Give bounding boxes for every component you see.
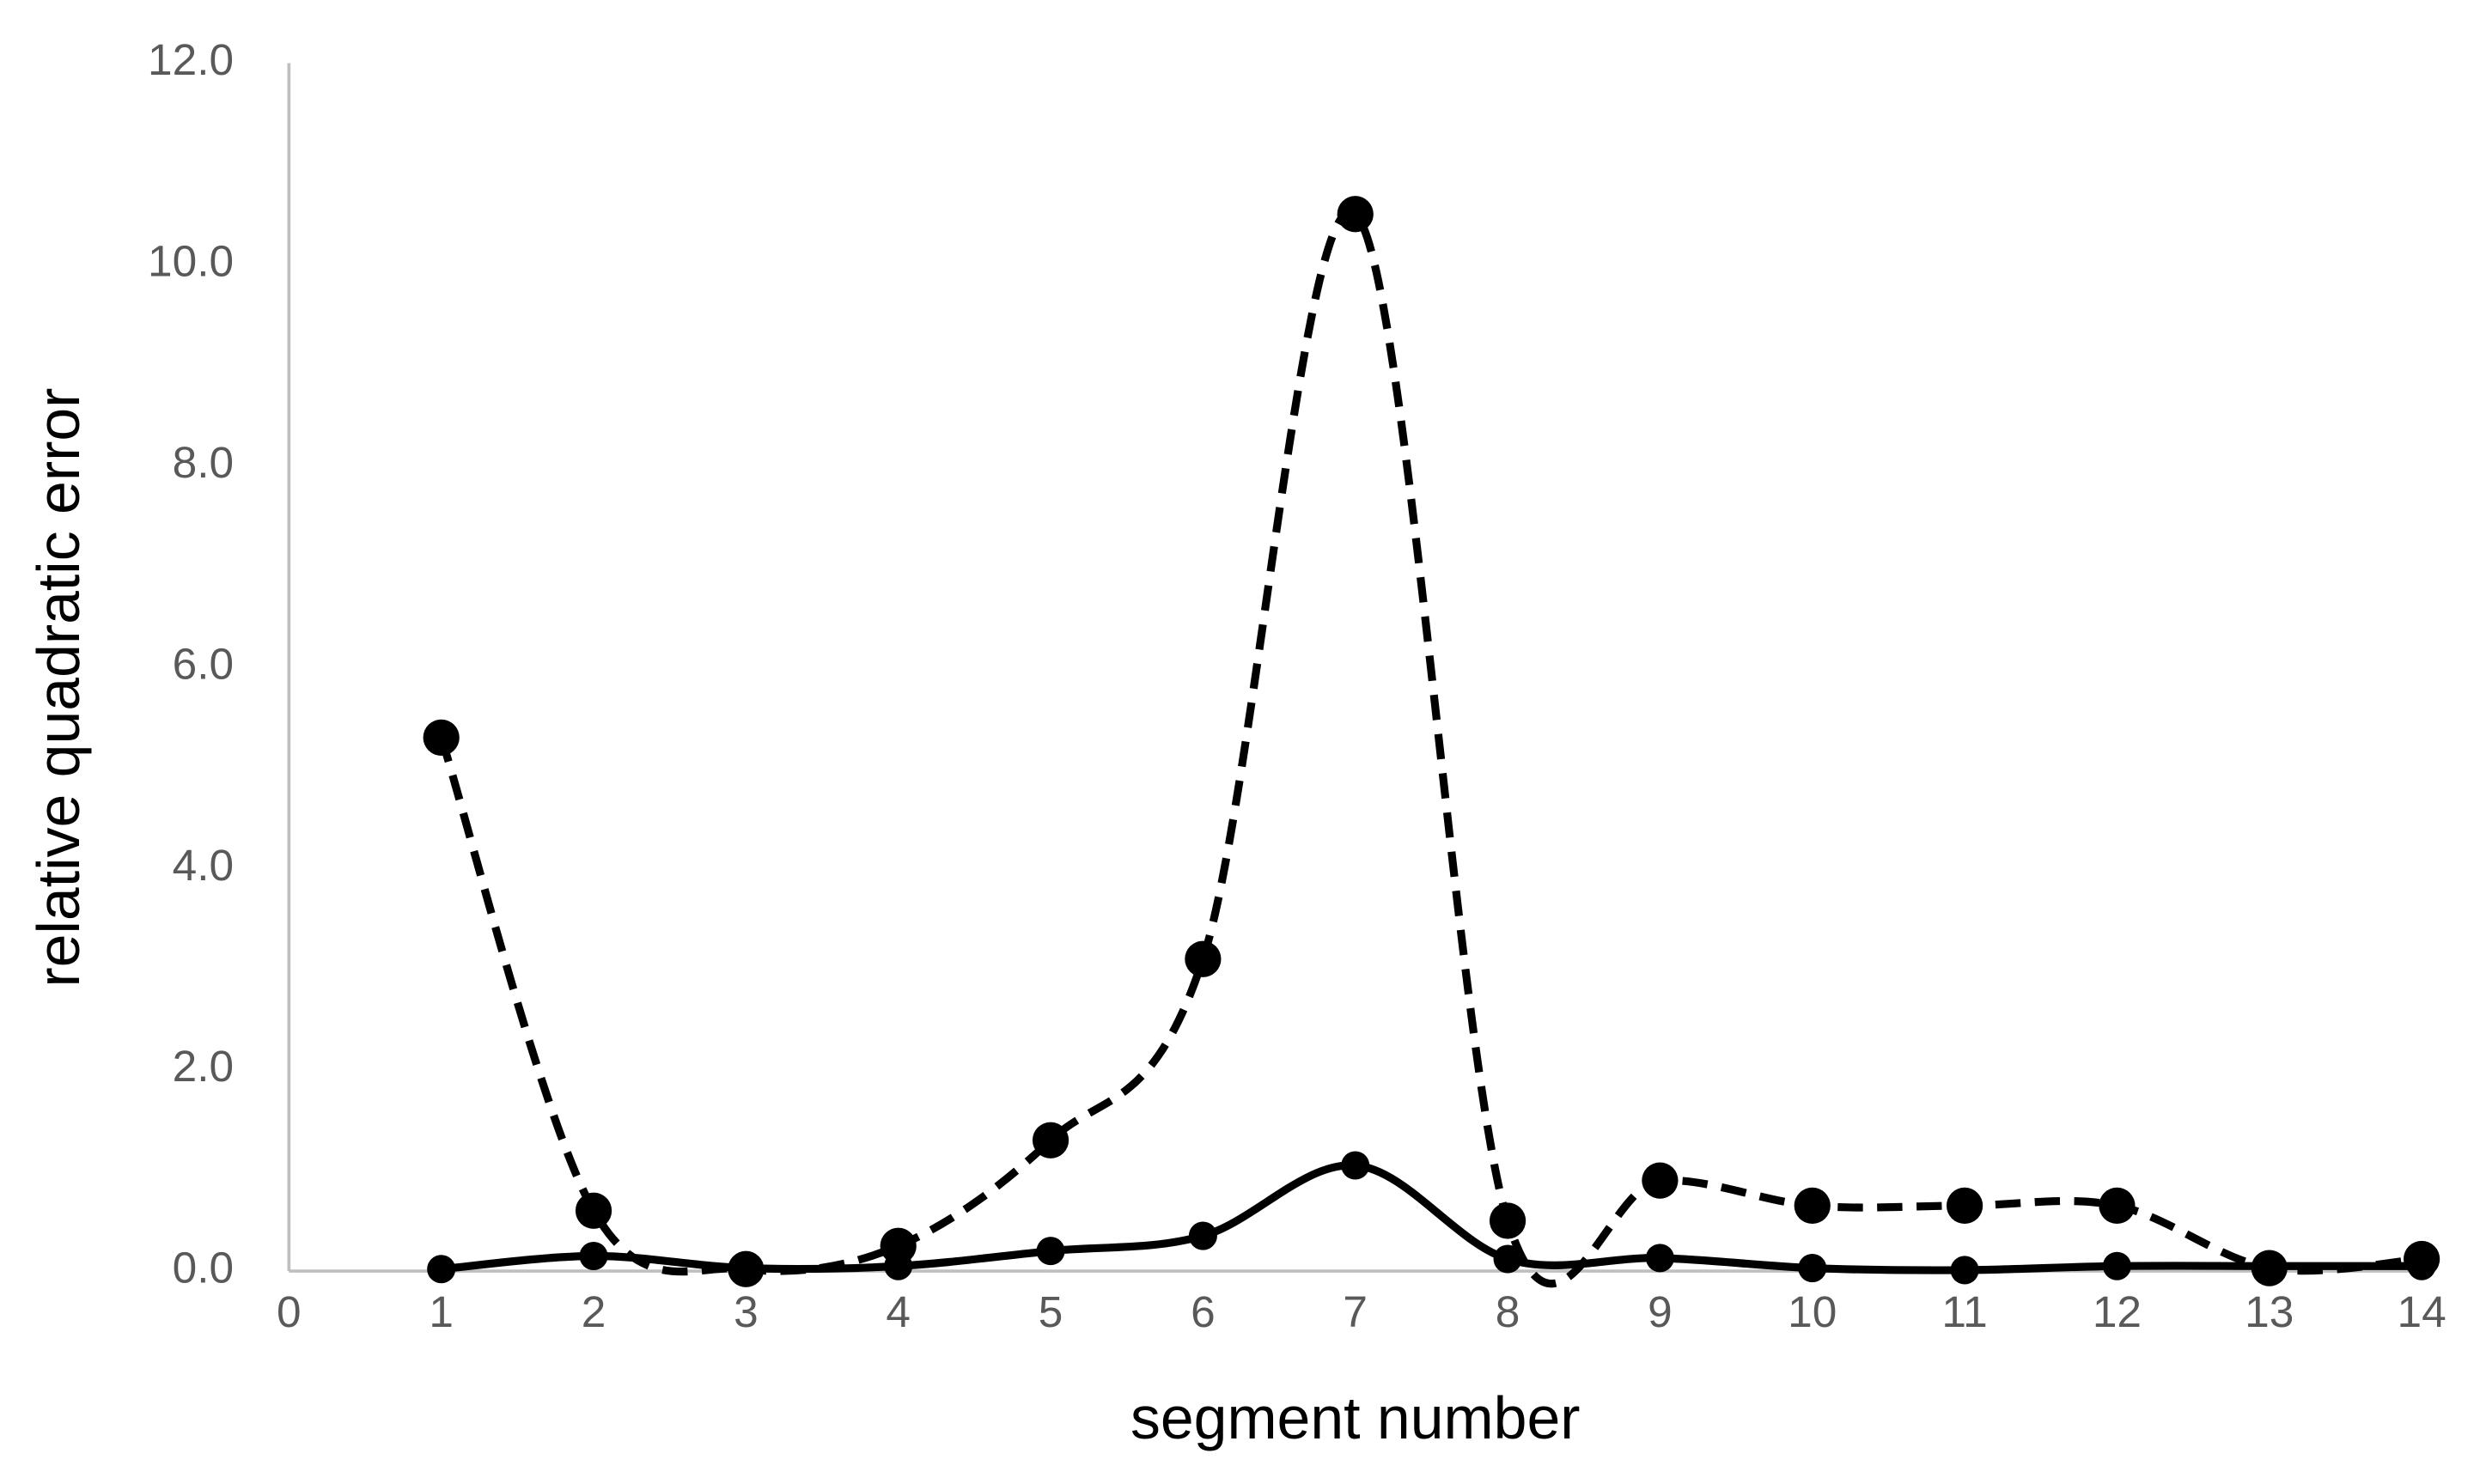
data-point <box>1188 1221 1217 1250</box>
data-point <box>884 1251 913 1280</box>
data-point <box>1341 1151 1370 1180</box>
data-point <box>1950 1256 1979 1285</box>
y-tick-label: 12.0 <box>148 34 234 84</box>
x-tick-label: 4 <box>886 1286 911 1336</box>
y-tick-label: 10.0 <box>148 235 234 285</box>
data-point <box>1794 1187 1831 1225</box>
data-point <box>1642 1162 1679 1199</box>
data-point <box>2407 1251 2436 1280</box>
data-point <box>2102 1251 2131 1280</box>
series-line <box>437 208 2422 1288</box>
data-point <box>1185 940 1222 977</box>
x-tick-label: 5 <box>1039 1286 1063 1336</box>
data-point <box>1946 1187 1983 1225</box>
y-axis-title: relative quadratic error <box>25 388 92 988</box>
y-tick-label: 2.0 <box>173 1041 234 1091</box>
x-tick-label: 8 <box>1496 1286 1520 1336</box>
series-line <box>441 1161 2422 1274</box>
x-tick-label: 2 <box>582 1286 606 1336</box>
x-tick-label: 11 <box>1941 1286 1987 1336</box>
x-tick-label: 9 <box>1648 1286 1673 1336</box>
y-tick-label: 6.0 <box>173 638 234 688</box>
data-point <box>1798 1254 1827 1283</box>
data-point <box>1489 1202 1526 1239</box>
x-tick-label: 3 <box>734 1286 759 1336</box>
x-axis-title: segment number <box>1130 1384 1581 1451</box>
data-point <box>427 1255 456 1284</box>
x-tick-label: 7 <box>1343 1286 1368 1336</box>
x-tick-label: 6 <box>1191 1286 1216 1336</box>
data-point <box>1032 1122 1069 1159</box>
y-tick-label: 0.0 <box>173 1243 234 1292</box>
data-point <box>1493 1244 1522 1274</box>
data-point <box>579 1241 608 1271</box>
data-point <box>1645 1244 1674 1273</box>
data-point <box>731 1254 760 1283</box>
data-point <box>2255 1251 2284 1280</box>
data-point <box>2099 1187 2136 1225</box>
data-point <box>1036 1237 1065 1266</box>
y-tick-label: 8.0 <box>173 437 234 487</box>
data-point <box>1337 196 1374 233</box>
plot-area: 0.02.04.06.08.010.012.00 1 2 3 4 5 6 7 8 9 10 11 12 1… <box>148 34 2447 1336</box>
x-tick-label: 12 <box>2093 1286 2142 1336</box>
data-point <box>575 1192 612 1229</box>
x-tick-label: 14 <box>2398 1286 2447 1336</box>
data-point <box>423 719 460 756</box>
x-tick-label: 1 <box>429 1286 454 1336</box>
x-tick-label: 0 <box>277 1286 302 1336</box>
x-tick-label: 10 <box>1788 1286 1837 1336</box>
x-tick-label: 13 <box>2245 1286 2294 1336</box>
y-tick-label: 4.0 <box>173 840 234 890</box>
data-point <box>880 1227 917 1264</box>
